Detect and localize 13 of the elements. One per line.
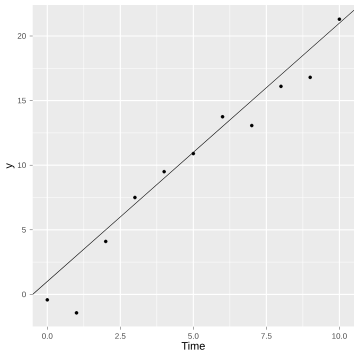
- point: [104, 240, 108, 244]
- x-axis-title: Time: [182, 342, 205, 350]
- point: [46, 298, 50, 302]
- point: [162, 170, 166, 174]
- point: [220, 114, 224, 119]
- point: [279, 84, 283, 88]
- point: [74, 311, 78, 315]
- y-axis-title: y: [6, 163, 14, 169]
- point: [133, 196, 137, 200]
- point: [250, 124, 254, 128]
- point: [308, 76, 312, 80]
- point: [338, 17, 342, 21]
- point: [192, 152, 196, 156]
